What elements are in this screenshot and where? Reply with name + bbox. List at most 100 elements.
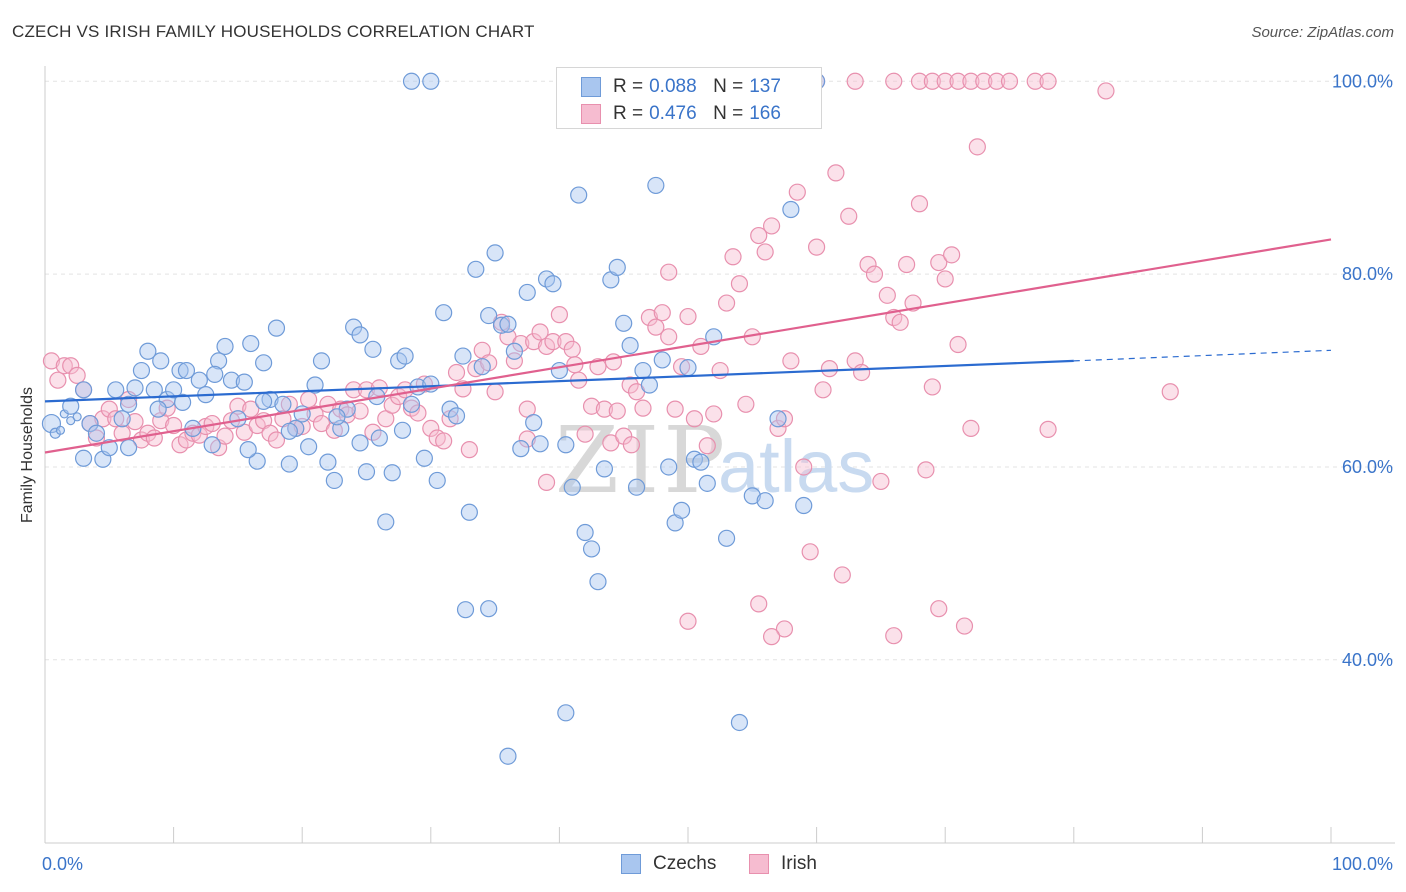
irish-point: [968, 138, 986, 156]
czechs-point: [351, 326, 369, 344]
trend-lines: [44, 238, 1332, 454]
czechs-point: [698, 474, 716, 492]
czechs-point: [325, 471, 343, 490]
irish-point: [814, 381, 832, 399]
series-legend: Czechs Irish: [0, 853, 1406, 877]
irish-point: [833, 566, 851, 584]
czechs-point: [428, 471, 446, 490]
irish-point: [885, 627, 903, 645]
irish-point: [730, 275, 749, 293]
legend-row-irish: R = 0.476 N = 166: [581, 101, 781, 127]
irish-point: [351, 402, 369, 420]
irish-point: [943, 246, 961, 264]
irish-point: [460, 441, 478, 459]
irish-point: [576, 425, 594, 443]
irish-point: [647, 318, 665, 336]
irish-point: [769, 419, 787, 437]
czechs-point: [132, 361, 151, 380]
legend-n-value-czechs: 137: [749, 76, 781, 97]
irish-point: [409, 404, 427, 422]
czechs-point: [393, 421, 412, 439]
czechs-point: [364, 340, 382, 358]
czechs-point: [235, 373, 253, 391]
series-irish-points: [42, 72, 1179, 646]
czechs-point: [267, 319, 286, 337]
irish-point: [640, 308, 659, 327]
czechs-point: [119, 395, 138, 413]
irish-point: [923, 72, 941, 90]
czechs-point: [190, 371, 208, 389]
irish-point: [756, 243, 774, 261]
irish-point: [930, 600, 948, 618]
y-tick-label: 100.0%: [1332, 71, 1393, 91]
irish-point: [87, 429, 106, 447]
czechs-point: [377, 513, 395, 531]
czechs-point: [242, 334, 260, 353]
irish-point: [859, 255, 877, 274]
czechs-point: [634, 361, 652, 380]
irish-point: [685, 410, 704, 428]
czechs-point: [570, 186, 588, 204]
legend-swatch-czechs: [581, 77, 601, 97]
czechs-point: [672, 501, 691, 519]
czechs-point: [248, 452, 266, 470]
czechs-point: [206, 365, 224, 383]
irish-point: [782, 352, 800, 370]
czechs-point: [255, 354, 273, 372]
irish-point: [923, 378, 941, 396]
czechs-point: [81, 414, 99, 433]
czechs-point: [550, 361, 569, 380]
irish-point: [158, 399, 176, 417]
czechs-point: [576, 523, 594, 542]
irish-point: [711, 361, 729, 380]
irish-point: [930, 253, 948, 272]
irish-point: [383, 396, 401, 414]
irish-point: [988, 72, 1006, 90]
czechs-point: [435, 304, 453, 322]
legend-item-czechs[interactable]: Czechs: [621, 853, 716, 875]
irish-point: [788, 183, 806, 201]
czechs-point: [383, 464, 401, 482]
czechs-point: [55, 425, 66, 435]
irish-point: [216, 427, 234, 445]
czechs-point: [782, 200, 800, 219]
czechs-point: [486, 244, 504, 262]
irish-point: [531, 323, 549, 341]
legend-r-value-irish: 0.476: [649, 103, 697, 124]
irish-point: [113, 424, 131, 442]
legend-swatch-czechs: [621, 854, 641, 874]
legend-n-value-irish: 166: [749, 103, 781, 124]
czechs-point: [492, 316, 511, 334]
czechs-point: [49, 427, 61, 439]
irish-point: [100, 400, 118, 418]
czechs-point: [756, 492, 774, 510]
axes: [44, 66, 1395, 844]
irish-point: [505, 352, 523, 370]
czechs-point: [531, 435, 549, 453]
irish-point: [589, 358, 607, 376]
irish-point: [1026, 72, 1044, 90]
legend-item-irish[interactable]: Irish: [749, 853, 817, 875]
czechs-point: [730, 713, 749, 732]
czechs-point: [415, 449, 433, 467]
czechs-point: [370, 429, 388, 447]
irish-point: [891, 313, 909, 331]
czechs-point: [627, 478, 646, 496]
irish-point: [1097, 82, 1115, 100]
irish-point: [608, 402, 626, 420]
czechs-point: [216, 337, 234, 356]
irish-point: [621, 376, 639, 394]
czechs-point: [525, 414, 543, 432]
czechs-point: [505, 342, 523, 360]
czechs-point: [456, 601, 475, 619]
irish-point: [126, 413, 144, 431]
irish-point: [955, 617, 974, 635]
irish-point: [795, 458, 813, 476]
irish-point: [364, 423, 382, 441]
irish-point: [1039, 72, 1057, 90]
czechs-point: [422, 72, 440, 90]
czechs-point: [274, 395, 292, 413]
tick-labels: 40.0% 60.0% 80.0% 100.0% 0.0% 100.0%: [42, 71, 1393, 874]
irish-point: [750, 226, 768, 245]
czechs-point: [139, 342, 157, 360]
